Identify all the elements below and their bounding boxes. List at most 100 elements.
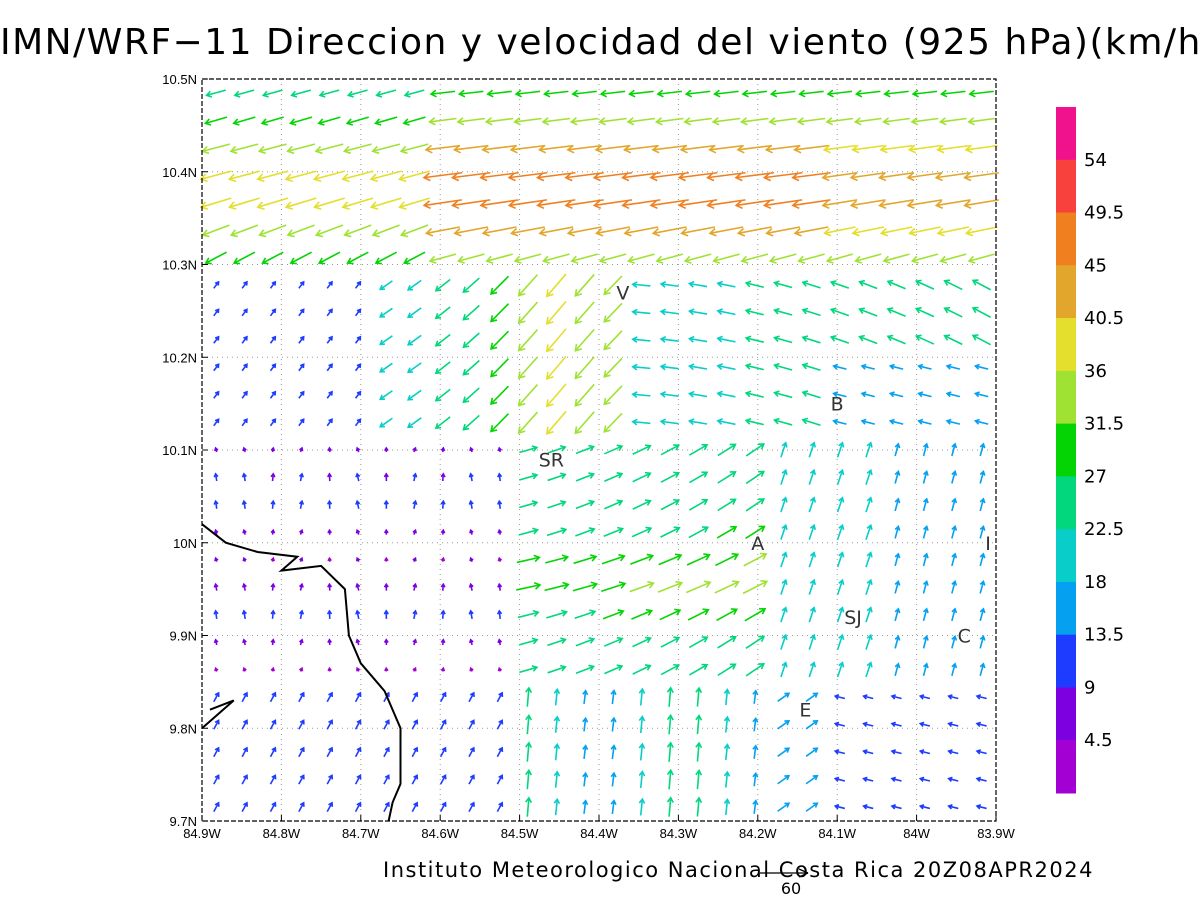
wind-vector <box>241 774 248 785</box>
wind-vector <box>630 553 655 565</box>
wind-vector <box>326 609 333 619</box>
wind-vector <box>269 363 277 372</box>
wind-vector <box>894 579 901 594</box>
wind-vector <box>801 307 821 317</box>
wind-vector <box>457 89 484 98</box>
footer-credit: Instituto Meteorologico Nacional Costa R… <box>383 858 1094 882</box>
wind-vector <box>660 526 681 538</box>
wind-vector <box>545 410 567 435</box>
wind-vector <box>780 578 788 595</box>
wind-vector <box>519 665 539 674</box>
wind-vector <box>865 633 873 650</box>
wind-vector <box>825 117 854 126</box>
wind-vector <box>734 171 775 182</box>
place-label-sr: SR <box>539 449 564 471</box>
wind-vector <box>496 609 503 619</box>
wind-vector <box>716 418 736 426</box>
wind-vector <box>894 442 901 457</box>
wind-vector <box>943 279 963 291</box>
wind-vector <box>631 363 651 371</box>
wind-vector <box>765 226 801 237</box>
wind-vector <box>801 280 821 289</box>
colorbar-label: 36 <box>1084 361 1107 382</box>
wind-vector <box>574 328 595 352</box>
wind-vector <box>836 661 845 678</box>
wind-vector <box>354 719 362 730</box>
colorbar-label: 54 <box>1084 150 1107 171</box>
wind-vector <box>922 552 929 567</box>
wind-vector <box>233 89 255 98</box>
wind-vector <box>832 363 847 370</box>
wind-vector <box>383 719 390 730</box>
wind-vector <box>326 774 334 785</box>
wind-vector <box>412 609 418 620</box>
wind-vector <box>241 390 248 399</box>
wind-vector <box>412 499 418 509</box>
wind-vector <box>666 713 674 735</box>
wind-vector <box>484 117 514 126</box>
wind-vector <box>894 497 901 512</box>
wind-vector <box>894 470 901 484</box>
wind-vector <box>888 391 904 398</box>
wind-vector <box>666 796 674 817</box>
wind-vector <box>851 144 885 154</box>
wind-vector <box>383 582 389 591</box>
wind-vector <box>631 336 651 344</box>
y-tick-label: 9.8N <box>170 721 197 736</box>
wind-vector <box>654 117 684 126</box>
wind-vector <box>687 608 710 621</box>
wind-vector <box>659 308 679 316</box>
wind-vector <box>213 335 220 344</box>
x-tick-label: 84.9W <box>183 826 221 841</box>
wind-vector <box>651 226 687 237</box>
wind-vector <box>582 716 589 732</box>
wind-vector <box>582 744 589 759</box>
wind-vector <box>411 691 419 703</box>
wind-vector <box>914 307 935 318</box>
colorbar-segment <box>1056 107 1076 161</box>
wind-vector <box>269 691 277 703</box>
wind-vector <box>406 279 422 291</box>
wind-vector <box>270 556 276 562</box>
wind-vector <box>326 363 333 372</box>
wind-vector <box>412 446 417 453</box>
wind-vector <box>379 417 393 428</box>
wind-vector <box>270 446 276 453</box>
wind-vector <box>399 224 429 238</box>
wind-vector <box>777 774 791 785</box>
wind-vector <box>440 499 446 509</box>
wind-vector <box>745 498 766 512</box>
wind-vector <box>631 308 651 316</box>
wind-vector <box>917 391 932 398</box>
wind-vector <box>736 226 772 237</box>
wind-vector <box>258 224 287 238</box>
wind-vector <box>517 384 539 407</box>
wind-vector <box>598 253 627 264</box>
wind-vector <box>951 552 958 567</box>
wind-vector <box>379 390 393 401</box>
colorbar-segment <box>1056 687 1076 741</box>
wind-vector <box>213 499 219 509</box>
wind-vector <box>403 89 425 98</box>
wind-vector <box>963 199 1000 209</box>
wind-vector <box>745 525 766 540</box>
wind-vector <box>764 144 801 154</box>
wind-vector <box>298 582 304 591</box>
x-tick-label: 84.7W <box>342 826 380 841</box>
wind-vector <box>383 609 389 619</box>
wind-vector <box>822 144 856 154</box>
wind-vector <box>232 251 256 265</box>
wind-vector <box>947 804 959 810</box>
wind-vector <box>440 666 446 672</box>
wind-vector <box>745 470 766 485</box>
wind-vector <box>922 662 929 677</box>
wind-vector <box>910 117 939 126</box>
wind-vector <box>752 799 759 814</box>
wind-vector <box>525 686 533 707</box>
wind-vector <box>836 468 845 485</box>
wind-vector <box>836 496 845 513</box>
wind-vector <box>213 528 219 535</box>
wind-vector <box>517 411 539 435</box>
wind-vector <box>979 579 986 594</box>
wind-vector <box>659 390 679 398</box>
